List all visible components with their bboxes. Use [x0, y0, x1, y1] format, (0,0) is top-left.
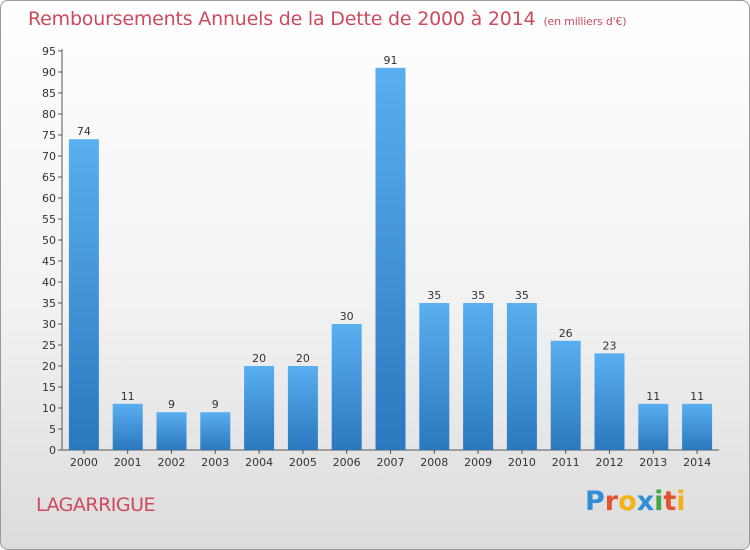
proxiti-logo: Proxiti	[585, 486, 686, 517]
x-tick-label-2011: 2011	[552, 456, 580, 469]
y-tick-label: 30	[42, 318, 56, 331]
data-label-2014: 11	[690, 390, 704, 403]
bar-2005	[287, 366, 318, 450]
data-label-2003: 9	[212, 398, 219, 411]
x-tick-label-2014: 2014	[683, 456, 711, 469]
data-label-2002: 9	[168, 398, 175, 411]
unit-note: (en milliers d'€)	[543, 15, 627, 28]
y-tick-label: 5	[49, 423, 56, 436]
bar-2004	[244, 366, 275, 450]
y-tick-label: 50	[42, 234, 56, 247]
logo-letter: i	[676, 486, 686, 517]
y-tick-label: 70	[42, 150, 56, 163]
x-tick-label-2002: 2002	[158, 456, 186, 469]
data-label-2008: 35	[427, 289, 441, 302]
bar-2002	[156, 412, 187, 450]
x-tick-label-2012: 2012	[596, 456, 624, 469]
x-tick-label-2009: 2009	[464, 456, 492, 469]
bar-2006	[331, 324, 362, 450]
chart-title-text: Remboursements Annuels de la Dette de 20…	[28, 8, 536, 30]
x-tick-label-2013: 2013	[639, 456, 667, 469]
bar-2003	[200, 412, 231, 450]
y-tick-label: 45	[42, 255, 56, 268]
y-tick-label: 25	[42, 339, 56, 352]
y-tick-label: 10	[42, 402, 56, 415]
y-tick-label: 85	[42, 87, 56, 100]
bar-2001	[112, 403, 143, 450]
bar-2009	[463, 303, 494, 450]
data-label-2011: 26	[559, 327, 573, 340]
data-label-2005: 20	[296, 352, 310, 365]
bar-2007	[375, 67, 406, 451]
logo-letter: P	[585, 486, 605, 517]
x-tick-label-2006: 2006	[333, 456, 361, 469]
data-label-2006: 30	[340, 310, 354, 323]
data-label-2004: 20	[252, 352, 266, 365]
y-tick-label: 35	[42, 297, 56, 310]
y-tick-label: 20	[42, 360, 56, 373]
x-tick-label-2001: 2001	[114, 456, 142, 469]
bar-2013	[638, 403, 669, 450]
x-tick-label-2004: 2004	[245, 456, 273, 469]
x-tick-label-2003: 2003	[201, 456, 229, 469]
x-tick-label-2005: 2005	[289, 456, 317, 469]
logo-letter: t	[663, 486, 677, 517]
y-tick-label: 40	[42, 276, 56, 289]
y-tick-label: 90	[42, 66, 56, 79]
logo-letter: i	[654, 486, 664, 517]
bar-2014	[682, 403, 713, 450]
y-tick-label: 80	[42, 108, 56, 121]
y-tick-label: 75	[42, 129, 56, 142]
bar-2000	[68, 139, 99, 450]
data-label-2013: 11	[646, 390, 660, 403]
y-tick-label: 55	[42, 213, 56, 226]
bar-2012	[594, 353, 625, 450]
data-label-2009: 35	[471, 289, 485, 302]
bar-2008	[419, 303, 450, 450]
data-label-2012: 23	[603, 339, 617, 352]
x-tick-label-2008: 2008	[420, 456, 448, 469]
x-tick-label-2000: 2000	[70, 456, 98, 469]
x-tick-label-2007: 2007	[377, 456, 405, 469]
bar-2010	[506, 303, 537, 450]
place-name: LAGARRIGUE	[36, 494, 156, 516]
logo-letter: r	[604, 486, 619, 517]
bar-2011	[550, 340, 581, 450]
chart-title: Remboursements Annuels de la Dette de 20…	[28, 8, 627, 30]
data-label-2000: 74	[77, 125, 91, 138]
y-tick-label: 60	[42, 192, 56, 205]
data-label-2007: 91	[384, 54, 398, 67]
y-tick-label: 95	[42, 45, 56, 58]
y-tick-label: 15	[42, 381, 56, 394]
data-label-2001: 11	[121, 390, 135, 403]
logo-letter: x	[636, 486, 655, 517]
logo-letter: o	[618, 486, 637, 517]
y-tick-label: 0	[49, 444, 56, 457]
y-tick-label: 65	[42, 171, 56, 184]
data-label-2010: 35	[515, 289, 529, 302]
x-tick-label-2010: 2010	[508, 456, 536, 469]
